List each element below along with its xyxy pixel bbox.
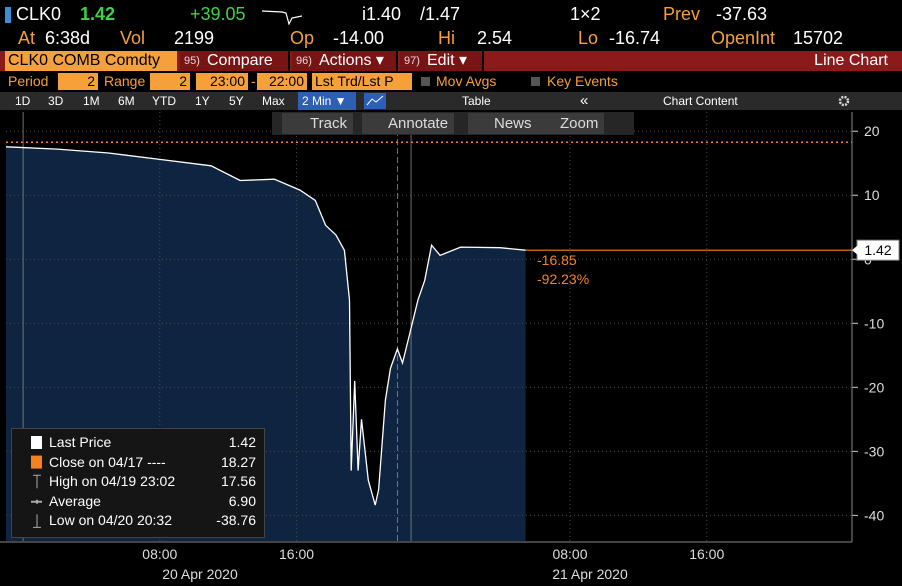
last-price-pointer xyxy=(852,245,858,256)
toolbar xyxy=(0,92,902,110)
legend-marker xyxy=(33,514,41,528)
range-dash: - xyxy=(251,73,256,89)
start-time[interactable]: 23:00 xyxy=(196,73,248,90)
view-type[interactable]: Line Chart xyxy=(814,52,888,69)
legend-markers xyxy=(31,436,42,528)
bid: i1.40 xyxy=(362,4,402,24)
back-button[interactable]: « xyxy=(580,92,589,109)
legend-value: -38.76 xyxy=(216,512,256,529)
legend-label: Close on 04/17 ---- xyxy=(49,453,166,470)
range-button[interactable]: 5Y xyxy=(229,94,244,108)
menu-item-bg[interactable] xyxy=(400,51,484,71)
legend-value: 17.56 xyxy=(220,473,256,490)
settings-icon[interactable] xyxy=(837,94,851,108)
tool-button[interactable]: Track xyxy=(282,113,353,134)
menu-label[interactable]: Edit ▾ xyxy=(427,52,468,69)
range-button[interactable]: YTD xyxy=(152,94,176,108)
tool-button[interactable]: News xyxy=(468,113,538,134)
end-time[interactable]: 22:00 xyxy=(257,73,307,90)
legend-value: 6.90 xyxy=(228,492,256,509)
high-value: 2.54 xyxy=(477,28,513,48)
open-interest-value: 15702 xyxy=(793,28,844,48)
menu-item-bg[interactable] xyxy=(292,51,398,71)
legend-label: Average xyxy=(49,492,101,509)
legend-label: Last Price xyxy=(49,434,112,450)
range-label: Range xyxy=(104,73,146,89)
table-button[interactable]: Table xyxy=(462,94,491,108)
range-button[interactable]: 1Y xyxy=(195,94,210,108)
price-line xyxy=(5,146,526,506)
last-price-label: 1.42 xyxy=(864,242,891,258)
y-tick-label: -10 xyxy=(864,315,884,331)
y-tick-label: 20 xyxy=(864,123,880,139)
low-label: Lo xyxy=(578,28,599,48)
date-label: 20 Apr 2020 xyxy=(162,566,238,582)
size: 1×2 xyxy=(570,4,601,24)
legend-value: 1.42 xyxy=(228,434,256,450)
vol-value: 2199 xyxy=(174,28,215,48)
x-tick-label: 08:00 xyxy=(142,546,177,562)
chart-content[interactable]: Chart Content xyxy=(663,94,738,108)
interval[interactable]: 2 Min ▼ xyxy=(298,92,356,110)
sparkline xyxy=(262,10,302,26)
legend-label: High on 04/19 23:02 xyxy=(49,473,176,490)
menu-key: 97) xyxy=(404,55,420,67)
tool-button[interactable]: Zoom xyxy=(534,113,605,134)
x-tick-label: 16:00 xyxy=(279,546,314,562)
menu-key: 95) xyxy=(184,55,200,67)
legend-marker xyxy=(33,474,41,489)
legend: Last Price 1.42 Close on 04/17 ---- 18.27 Hi… xyxy=(11,428,265,538)
low-value: -16.74 xyxy=(609,28,661,48)
y-tick-label: 10 xyxy=(864,187,880,203)
period-input[interactable]: 2 xyxy=(58,73,98,90)
key-events[interactable]: Key Events xyxy=(547,73,618,89)
range-input[interactable]: 2 xyxy=(150,73,190,90)
ticker-marker xyxy=(5,7,11,23)
range-button[interactable]: 3D xyxy=(48,94,64,108)
legend-label: Low on 04/20 20:32 xyxy=(49,512,172,529)
date-label: 21 Apr 2020 xyxy=(552,566,628,582)
annotation: -16.85 xyxy=(537,252,577,268)
range-button[interactable]: 6M xyxy=(118,94,135,108)
ask: /1.47 xyxy=(420,4,461,24)
checkbox[interactable] xyxy=(421,77,430,86)
y-tick-label: -40 xyxy=(864,507,884,523)
menu-label[interactable]: Compare xyxy=(207,52,273,69)
open-label: Op xyxy=(290,28,315,48)
prev-value: -37.63 xyxy=(716,4,768,24)
high-label: Hi xyxy=(438,28,455,48)
open-interest-label: OpenInt xyxy=(711,28,776,48)
open-value: -14.00 xyxy=(333,28,385,48)
at-label: At xyxy=(18,28,36,48)
y-tick-label: -20 xyxy=(864,379,884,395)
x-tick-label: 08:00 xyxy=(552,546,587,562)
last-price: 1.42 xyxy=(80,4,116,24)
security[interactable]: CLK0 COMB Comdty xyxy=(5,51,177,71)
tool-button[interactable]: Annotate xyxy=(362,113,455,134)
annotation: -92.23% xyxy=(537,271,589,287)
range-button[interactable]: 1M xyxy=(83,94,100,108)
x-tick-label: 16:00 xyxy=(689,546,724,562)
at-value: 6:38d xyxy=(45,28,91,48)
mode-select[interactable]: Lst Trd/Lst P xyxy=(312,73,412,90)
period-label: Period xyxy=(8,73,49,89)
legend-value: 18.27 xyxy=(220,453,256,470)
checkbox[interactable] xyxy=(531,77,540,86)
y-tick-label: -30 xyxy=(864,443,884,459)
mov-avgs[interactable]: Mov Avgs xyxy=(436,73,497,89)
ticker: CLK0 xyxy=(16,4,62,24)
legend-marker xyxy=(31,436,42,449)
prev-label: Prev xyxy=(663,4,701,24)
legend-marker xyxy=(31,499,42,504)
net-change: +39.05 xyxy=(190,4,246,24)
menu-item-bg[interactable] xyxy=(180,51,290,71)
menu-label[interactable]: Actions ▾ xyxy=(319,52,384,69)
chart-icon[interactable] xyxy=(364,93,386,109)
range-button[interactable]: Max xyxy=(262,94,285,108)
vol-label: Vol xyxy=(120,28,146,48)
range-button[interactable]: 1D xyxy=(15,94,31,108)
menu-key: 96) xyxy=(296,55,312,67)
legend-marker xyxy=(31,455,42,469)
